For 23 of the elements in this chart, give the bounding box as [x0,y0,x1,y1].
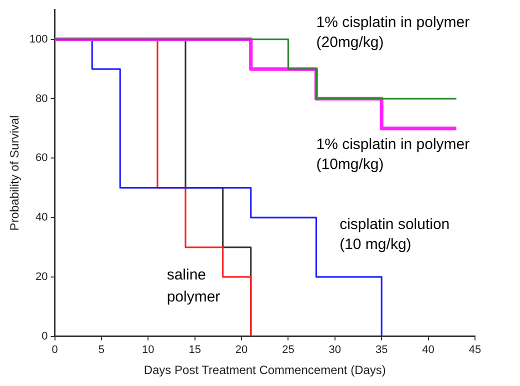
y-tick-label: 60 [36,152,48,164]
x-tick-label: 40 [422,344,434,356]
x-tick-label: 45 [468,344,482,356]
y-tick-label: 100 [29,33,48,46]
x-tick-label: 10 [142,344,154,356]
x-tick-label: 30 [328,344,342,356]
x-tick-label: 15 [188,344,201,356]
x-tick-label: 5 [98,344,105,356]
y-tick-label: 80 [36,92,48,105]
x-tick-label: 35 [375,344,388,356]
y-tick-label: 0 [42,330,48,342]
series-label: 1% cisplatin in polymer (10mg/kg) [316,136,470,173]
series-label: 1% cisplatin in polymer (20mg/kg) [316,14,470,52]
y-tick-label: 40 [36,212,48,224]
annotation: polymer [166,288,220,306]
x-tick-label: 25 [282,344,294,356]
x-tick-label: 0 [52,344,58,356]
annotation: saline [166,266,206,284]
y-tick-label: 20 [36,271,48,284]
x-tick-label: 20 [235,344,248,356]
series-label: cisplatin solution (10 mg/kg) [340,216,450,254]
x-axis-title: Days Post Treatment Commencement (Days) [144,363,386,378]
y-axis-title: Probability of Survival [8,115,22,231]
